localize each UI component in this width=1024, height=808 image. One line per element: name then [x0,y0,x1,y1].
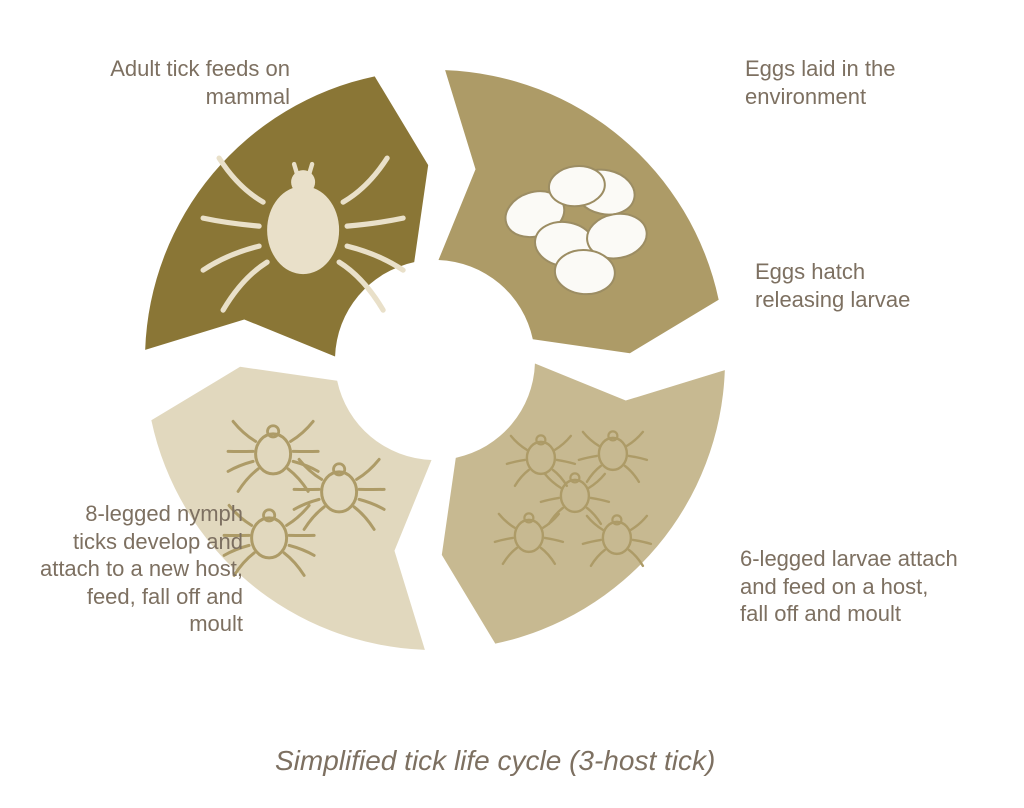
cycle-svg [0,0,1024,808]
tick-lifecycle-diagram: Adult tick feeds on mammal Eggs laid in t… [0,0,1024,808]
label-eggs-1: Eggs hatch releasing larvae [755,258,955,313]
label-eggs-0: Eggs laid in the environment [745,55,945,110]
segment-larvae [442,363,725,643]
diagram-caption: Simplified tick life cycle (3-host tick) [275,745,715,777]
label-nymph-0: 8-legged nymph ticks develop and attach … [38,500,243,638]
label-adult-0: Adult tick feeds on mammal [110,55,290,110]
segment-eggs [438,70,718,353]
label-larvae-0: 6-legged larvae attach and feed on a hos… [740,545,960,628]
